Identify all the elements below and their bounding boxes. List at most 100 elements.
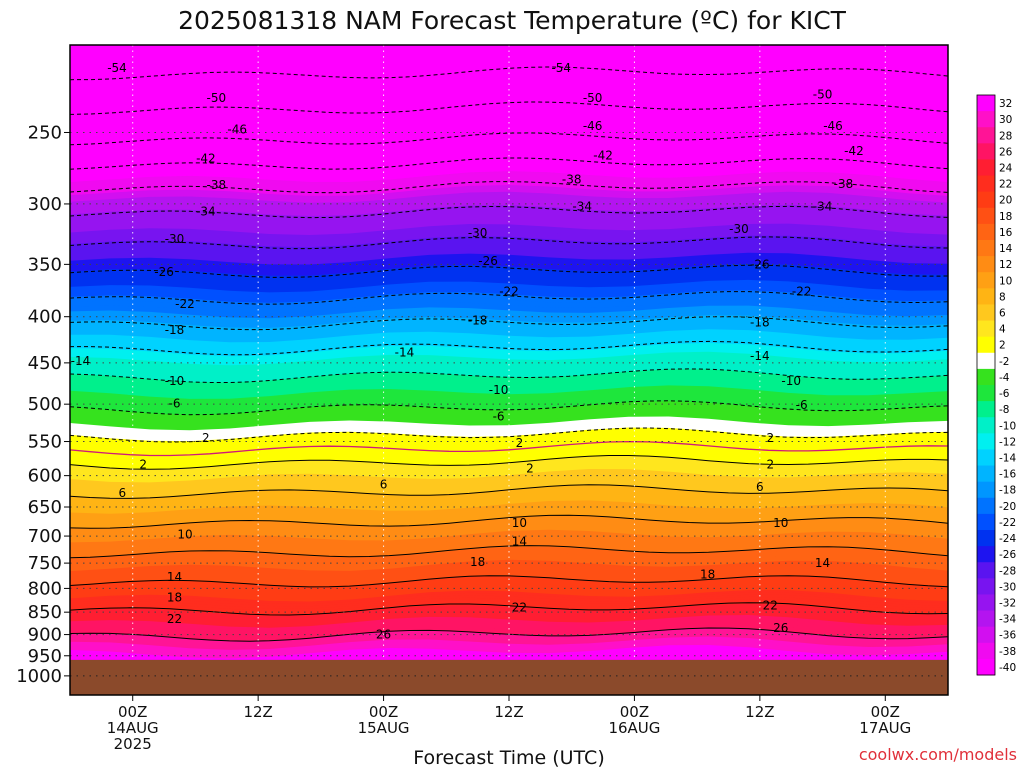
contour-label: -26: [478, 254, 498, 268]
temperature-band: [70, 420, 948, 439]
temperature-band: [70, 324, 948, 344]
ground-below-surface: [70, 659, 948, 695]
temperature-band: [70, 185, 948, 204]
temperature-band: [70, 469, 948, 487]
temperature-band: [70, 310, 948, 329]
contour-line: [70, 455, 948, 470]
contour-label: -18: [468, 314, 488, 328]
contour-label: -10: [489, 383, 509, 397]
temperature-band: [70, 171, 948, 190]
contour-label: -34: [572, 200, 592, 214]
contour-label: 6: [118, 486, 126, 500]
contour-line: [70, 484, 948, 499]
colorbar-cell: [977, 417, 995, 434]
contour-label: -10: [165, 374, 185, 388]
colorbar-cell: [977, 256, 995, 273]
temperature-band: [70, 252, 948, 272]
colorbar-cell: [977, 385, 995, 402]
pressure-tick-label: 750: [28, 553, 62, 574]
temperature-band: [70, 385, 948, 404]
colorbar-cell: [977, 401, 995, 418]
colorbar-tick-label: -26: [999, 549, 1016, 561]
colorbar-tick-label: -14: [999, 453, 1016, 465]
contour-label: -30: [729, 222, 749, 236]
contour-label: -50: [813, 88, 833, 102]
temperature-band: [70, 424, 948, 443]
colorbar-tick-label: 30: [999, 114, 1012, 126]
temperature-band: [70, 612, 948, 629]
time-tick-date: 16AUG: [608, 719, 660, 737]
temperature-band: [70, 191, 948, 211]
colorbar-tick-label: -12: [999, 436, 1016, 448]
colorbar-tick-label: -36: [999, 630, 1016, 642]
pressure-tick-label: 700: [28, 526, 62, 547]
colorbar-cell: [977, 159, 995, 177]
colorbar-tick-label: 2: [999, 340, 1006, 352]
pressure-axis: 2503003504004505005506006507007508008509…: [16, 122, 70, 687]
colorbar-cell: [977, 578, 995, 595]
colorbar-tick-label: 4: [999, 324, 1006, 336]
temperature-band: [70, 142, 948, 162]
contour-label: 14: [815, 556, 830, 570]
contour-label: -38: [562, 173, 582, 187]
colorbar-tick-label: -24: [999, 533, 1016, 545]
contour-label: -18: [165, 323, 185, 337]
colorbar-cell: [977, 368, 995, 386]
contour-labels: -54 -54-50 -50 -50-46 -46 -46-42 -42 -42-38 -38-…: [71, 61, 864, 642]
temperature-band: [70, 455, 948, 474]
colorbar-tick-label: 20: [999, 195, 1012, 207]
colorbar-cell: [977, 95, 995, 112]
temperature-band: [70, 565, 948, 580]
pressure-tick-label: 800: [28, 578, 62, 599]
temperature-band: [70, 118, 948, 140]
temperature-band: [70, 462, 948, 481]
colorbar-tick-label: 32: [999, 98, 1012, 110]
time-tick-label: 00Z: [118, 703, 147, 721]
temperature-band: [70, 241, 948, 260]
colorbar-tick-label: -40: [999, 662, 1016, 674]
colorbar-tick-label: 18: [999, 211, 1012, 223]
temperature-band: [70, 110, 948, 132]
temperature-band: [70, 204, 948, 224]
temperature-band: [70, 397, 948, 416]
contour-label: 18: [700, 567, 715, 581]
temperature-band: [70, 351, 948, 371]
x-axis-label: Forecast Time (UTC): [413, 747, 604, 768]
temperature-band: [70, 356, 948, 375]
contour-label: -22: [175, 297, 195, 311]
colorbar-cell: [977, 288, 995, 305]
temperature-band: [70, 235, 948, 254]
temperature-band: [70, 102, 948, 124]
colorbar-cell: [977, 127, 995, 144]
colorbar-cell: [977, 272, 995, 289]
contour-label: 18: [167, 591, 182, 605]
colorbar-tick-label: -6: [999, 388, 1010, 400]
contour-line: [70, 575, 948, 588]
contour-label: -14: [750, 349, 770, 363]
time-tick-label: 12Z: [243, 703, 272, 721]
temperature-band: [70, 570, 948, 585]
contour-label: -26: [750, 257, 770, 271]
contour-label: -46: [823, 119, 843, 133]
colorbar-tick-label: 26: [999, 146, 1013, 158]
time-tick-year: 2025: [114, 735, 152, 753]
contour-label: -22: [499, 284, 519, 298]
colorbar-cell: [977, 175, 995, 193]
contour-label: -34: [196, 205, 216, 219]
temperature-band: [70, 655, 948, 672]
temperature-band: [70, 653, 948, 670]
contour-label: 18: [470, 555, 485, 569]
contour-label: -50: [207, 91, 227, 105]
temperature-band: [70, 572, 948, 588]
contour-label: 14: [512, 535, 527, 549]
colorbar-cell: [977, 352, 995, 370]
colorbar-cell: [977, 143, 995, 160]
colorbar-tick-label: -38: [999, 646, 1016, 658]
colorbar-tick-label: -8: [999, 404, 1009, 416]
colorbar-tick-label: -2: [999, 356, 1009, 368]
contour-label: -42: [196, 151, 216, 165]
contour-label: -6: [796, 398, 808, 412]
colorbar-cell: [977, 449, 995, 467]
contour-label: 6: [380, 478, 388, 492]
temperature-band: [70, 320, 948, 339]
